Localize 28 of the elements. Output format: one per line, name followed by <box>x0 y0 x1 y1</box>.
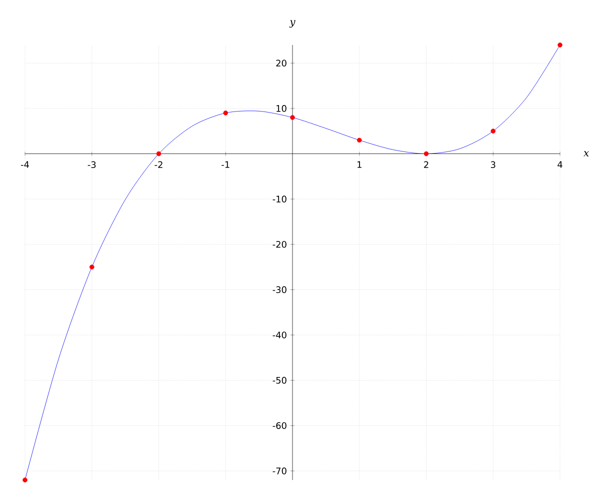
point <box>22 478 28 482</box>
point <box>356 138 362 143</box>
x-tick-label: 4 <box>558 161 562 168</box>
x-tick-label: 1 <box>358 161 362 168</box>
point <box>290 115 295 120</box>
x-tick-label: -1 <box>222 161 230 168</box>
y-tick-label: 10 <box>276 105 286 112</box>
point <box>156 151 162 156</box>
x-tick-label: -4 <box>20 161 29 168</box>
y-tick-label: -50 <box>272 376 286 384</box>
point <box>490 128 496 134</box>
y-tick-label: -70 <box>272 468 286 474</box>
y-axis-title: y <box>289 20 296 28</box>
point <box>424 151 429 156</box>
x-tick-label: 3 <box>490 161 496 168</box>
point <box>558 42 562 48</box>
y-tick-label: -40 <box>272 332 286 338</box>
y-tick-label: -20 <box>272 240 286 248</box>
y-tick-label: -60 <box>272 422 286 430</box>
point <box>223 110 228 116</box>
y-tick-label: -10 <box>272 196 286 202</box>
x-axis-title: x <box>584 151 589 156</box>
y-tick-label: -30 <box>272 286 286 294</box>
x-tick-label: -3 <box>88 161 96 168</box>
y-tick-label: 20 <box>276 60 286 67</box>
point <box>89 264 94 270</box>
x-tick-label: -2 <box>154 161 162 168</box>
x-tick-label: 2 <box>424 161 428 168</box>
